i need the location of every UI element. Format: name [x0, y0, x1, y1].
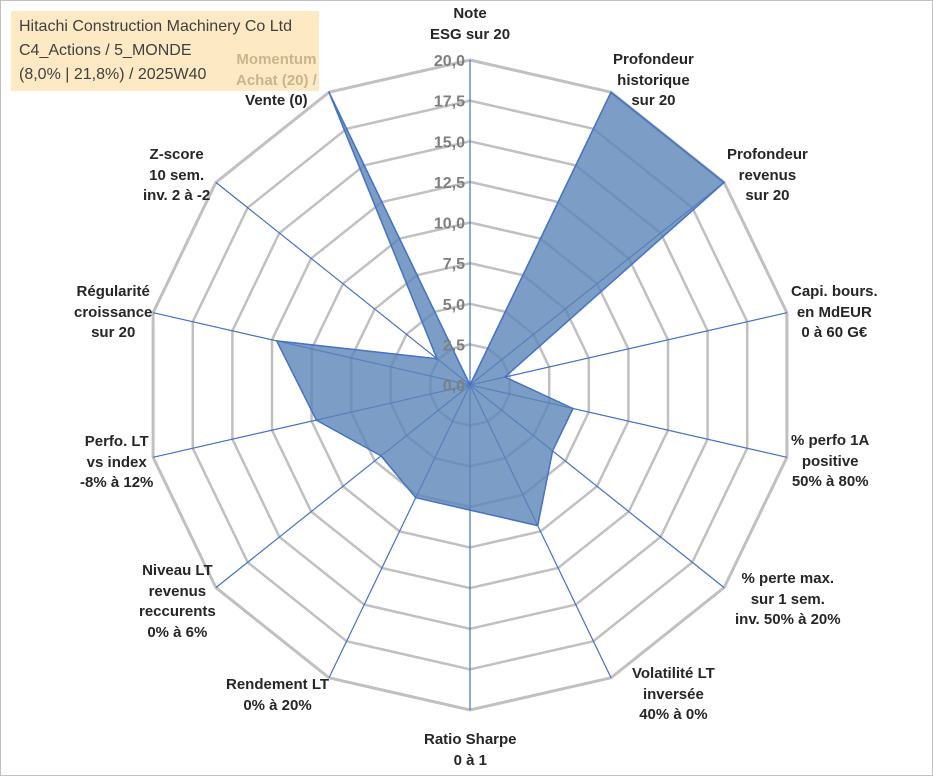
axis-label-line: -8% à 12%	[80, 474, 154, 491]
axis-label-line: positive	[801, 452, 859, 470]
data-point	[572, 407, 574, 410]
data-point	[414, 496, 417, 499]
axis-label-line: sur 20	[631, 92, 676, 109]
axis-label-line: inversée	[642, 685, 704, 703]
axis-label-line: % perfo 1A	[791, 432, 870, 449]
axis-label-line: Ratio Sharpe	[424, 731, 517, 748]
axis-label-line: sur 20	[91, 324, 136, 341]
axis-label-line: reccurents	[139, 603, 216, 620]
axis-label-line: en MdEUR	[796, 303, 872, 321]
tick-label: 0,0	[443, 378, 465, 395]
portfolio-stats: (8,0% | 21,8%) / 2025W40	[19, 66, 207, 83]
company-name: Hitachi Construction Machinery Co Ltd	[19, 18, 293, 35]
data-point	[610, 91, 612, 93]
axis-label: Momentum Achat (20) / Vente (0)	[236, 50, 317, 112]
axis-label-line: Note	[453, 5, 487, 22]
data-point	[551, 450, 554, 452]
axis-label-line: Profondeur	[613, 51, 694, 68]
axis-label: Profondeur revenus sur 20	[727, 145, 808, 207]
axis-label: Z-score 10 sem. inv. 2 à -2	[143, 145, 210, 207]
axis-label: % perfo 1A positive 50% à 80%	[791, 431, 869, 493]
axis-label-line: inv. 50% à 20%	[735, 611, 841, 628]
axis-label: Perfo. LT vs index -8% à 12%	[80, 432, 153, 494]
axis-label: Volatilité LT inversée 40% à 0%	[632, 664, 715, 726]
data-point	[328, 91, 330, 93]
axis-label-line: Achat (20) /	[236, 71, 317, 89]
tick-label: 17,5	[434, 94, 465, 111]
axis-label-line: croissance	[74, 303, 153, 321]
axis-label: Capi. bours. en MdEUR 0 à 60 G€	[791, 282, 878, 344]
spoke-line	[469, 312, 788, 386]
axis-label-line: Perfo. LT	[84, 433, 149, 450]
axis-label-line: Z-score	[149, 146, 204, 163]
axis-label-line: sur 20	[745, 187, 790, 204]
axis-label-line: 0 à 1	[453, 751, 487, 769]
axis-label-line: 40% à 0%	[639, 706, 708, 723]
axis-label-line: Vente (0)	[245, 92, 308, 109]
axis-label-line: Volatilité LT	[632, 665, 715, 682]
axis-label-line: 50% à 80%	[791, 473, 869, 490]
series-area	[275, 91, 725, 527]
axis-label-line: inv. 2 à -2	[143, 187, 211, 204]
axis-label-line: 0% à 6%	[147, 623, 208, 641]
axis-label-line: Régularité	[76, 283, 150, 300]
axis-label-line: revenus	[148, 582, 207, 600]
axis-label: Rendement LT 0% à 20%	[226, 675, 329, 716]
axis-label-line: Capi. bours.	[791, 283, 878, 300]
spoke-line	[215, 181, 471, 386]
data-point	[275, 340, 278, 342]
axis-label: Ratio Sharpe 0 à 1	[424, 730, 517, 771]
axis-label-line: sur 1 sem.	[750, 590, 825, 608]
axis-label-line: Rendement LT	[226, 676, 330, 693]
axis-label-line: ESG sur 20	[430, 25, 511, 43]
data-point	[504, 376, 506, 378]
data-point	[315, 419, 318, 421]
axis-label-line: vs index	[86, 453, 147, 471]
axis-label-line: historique	[617, 71, 690, 89]
axis-label-line: Niveau LT	[142, 562, 213, 579]
data-point	[469, 509, 471, 511]
tick-label: 15,0	[434, 134, 465, 151]
data-point	[469, 384, 471, 386]
axis-label-line: 10 sem.	[149, 166, 205, 184]
tick-label: 10,0	[434, 216, 465, 233]
radar-series	[275, 91, 725, 527]
axis-label: Niveau LT revenus reccurents 0% à 6%	[139, 561, 216, 643]
axis-label-line: revenus	[738, 166, 797, 184]
axis-label-line: % perte max.	[741, 570, 835, 587]
axis-label-line: Profondeur	[727, 146, 808, 163]
axis-label-line: Momentum	[236, 51, 317, 68]
data-point	[436, 357, 438, 360]
tick-label: 2,5	[443, 337, 465, 354]
portfolio-name: C4_Actions / 5_MONDE	[19, 42, 192, 59]
axis-label-line: 0 à 60 G€	[801, 324, 868, 341]
axis-label: Note ESG sur 20	[430, 4, 510, 45]
tick-label: 5,0	[443, 297, 465, 314]
data-point	[380, 455, 382, 457]
axis-label: % perte max. sur 1 sem. inv. 50% à 20%	[735, 569, 841, 631]
tick-label: 20,0	[434, 53, 465, 70]
radar-tick-labels: 0,0 2,5 5,0 7,5 10,0 12,5 15,0 17,5 20,0	[434, 53, 465, 395]
data-point	[536, 524, 539, 527]
info-box: Hitachi Construction Machinery Co Ltd C4…	[11, 11, 319, 91]
tick-label: 12,5	[434, 175, 465, 192]
axis-label: Régularité croissance sur 20	[74, 282, 152, 344]
axis-label-line: 0% à 20%	[243, 696, 312, 714]
tick-label: 7,5	[443, 256, 465, 273]
axis-label: Profondeur historique sur 20	[613, 50, 694, 112]
data-point	[723, 181, 725, 184]
